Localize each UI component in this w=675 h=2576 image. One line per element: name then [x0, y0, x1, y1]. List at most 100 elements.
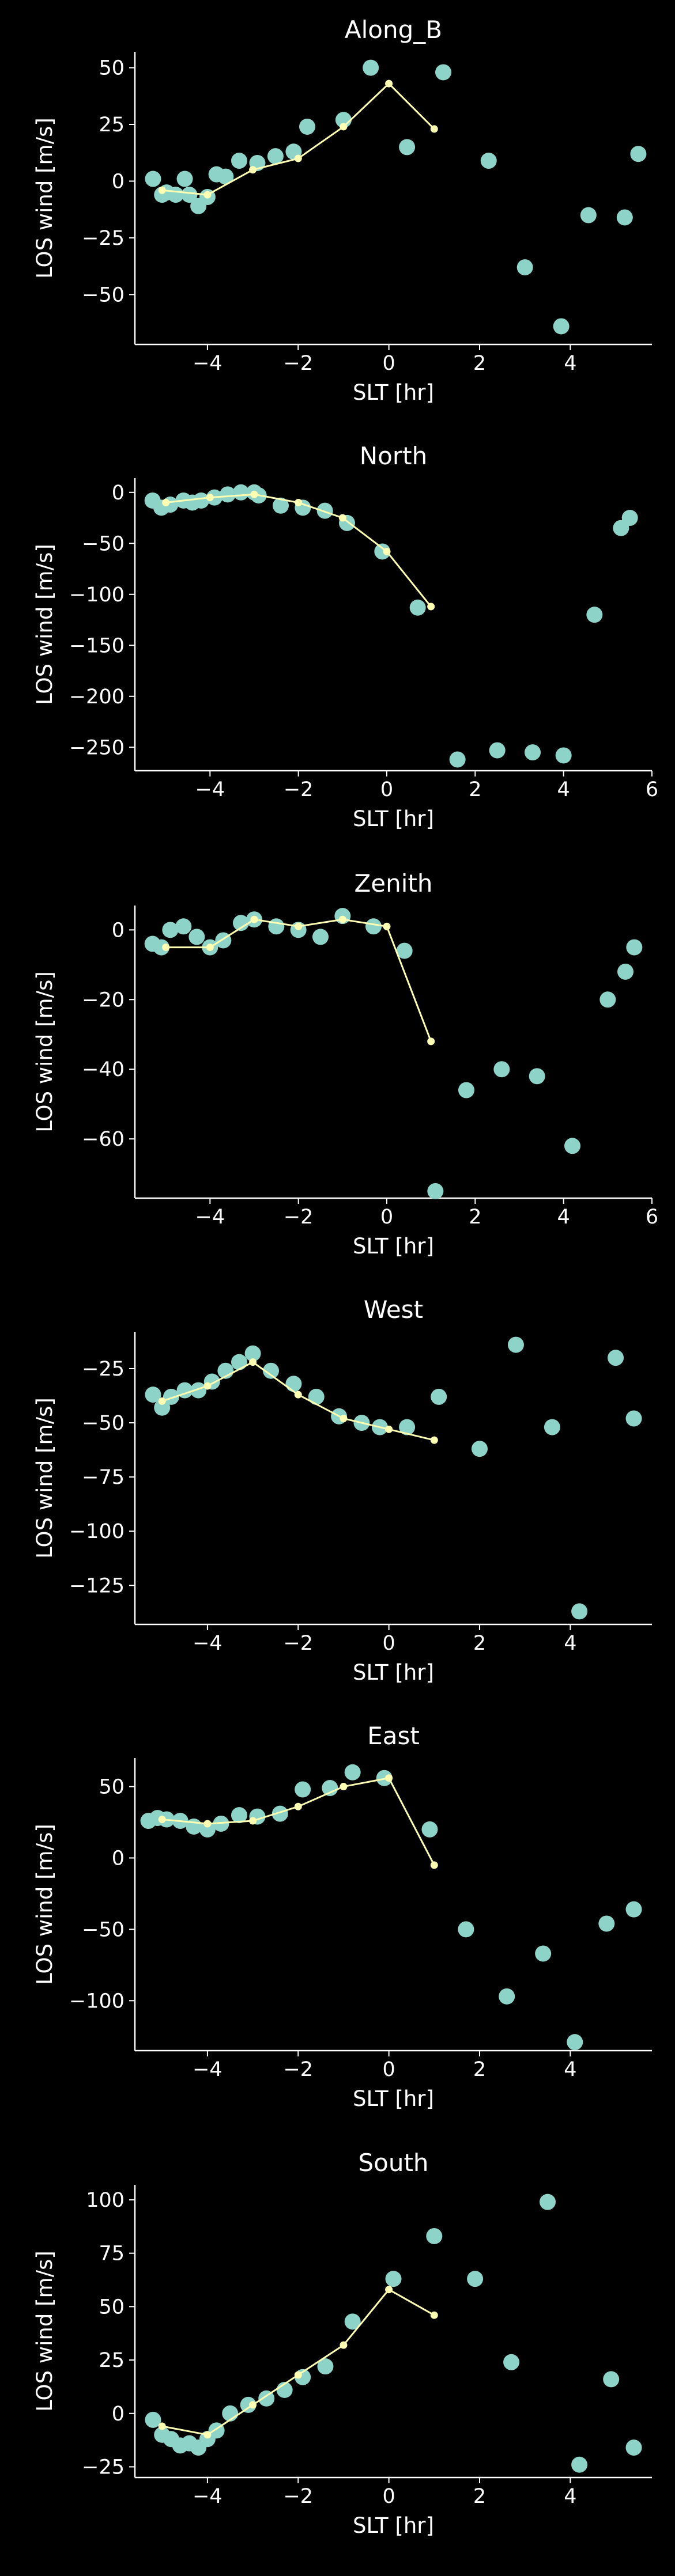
scatter-point	[409, 599, 426, 616]
fit-line-marker	[203, 191, 212, 199]
fit-line-marker	[340, 2341, 348, 2349]
scatter-point	[567, 2034, 583, 2051]
fit-line-marker	[340, 1783, 348, 1791]
y-tick-label: 100	[86, 2189, 125, 2212]
fit-line-marker	[294, 1802, 302, 1810]
fit-line-marker	[295, 498, 303, 506]
y-tick-label: 0	[112, 1847, 125, 1870]
scatter-point	[145, 1387, 161, 1403]
x-tick-label: −4	[193, 2058, 223, 2081]
scatter-point	[626, 939, 643, 956]
y-tick-label: 25	[99, 113, 125, 137]
chart-title: Zenith	[355, 869, 433, 897]
fit-line-marker	[203, 2431, 212, 2439]
y-tick-label: 25	[99, 2349, 125, 2372]
chart-panel-east: −4 −2 0 2 4 −100 −50 0 50 East SLT [hr] LOS wind [m…	[32, 1722, 652, 2111]
scatter-point	[399, 139, 416, 156]
x-tick-label: 4	[564, 352, 576, 375]
scatter-point	[312, 929, 329, 945]
scatter-point	[299, 118, 315, 135]
fit-line-marker	[295, 922, 303, 930]
scatter-point	[258, 2390, 275, 2407]
x-tick-label: −4	[193, 2485, 223, 2508]
y-tick-label: 50	[99, 1776, 125, 1799]
x-tick-label: 0	[382, 1632, 395, 1655]
fit-line-marker	[162, 944, 170, 952]
scatter-point	[553, 318, 570, 335]
fit-line-marker	[294, 1391, 302, 1399]
y-axis-label: LOS wind [m/s]	[32, 971, 57, 1132]
x-axis-label: SLT [hr]	[353, 806, 434, 831]
scatter-point	[467, 2271, 484, 2287]
x-tick-label: −4	[193, 352, 223, 375]
chart-title: East	[367, 1722, 420, 1750]
y-tick-label: −60	[82, 1128, 125, 1151]
y-tick-label: 50	[99, 57, 125, 80]
x-tick-label: 4	[564, 2058, 576, 2081]
x-tick-label: 2	[473, 1632, 486, 1655]
fit-line-marker	[385, 1774, 393, 1782]
scatter-point	[186, 1818, 202, 1835]
x-tick-label: −2	[284, 778, 314, 801]
scatter-point	[630, 146, 647, 162]
y-axis-label: LOS wind [m/s]	[32, 1824, 57, 1985]
scatter-point	[190, 1382, 207, 1399]
scatter-point	[396, 942, 413, 959]
fit-line-marker	[203, 1820, 212, 1828]
scatter-point	[580, 207, 597, 223]
chart-panel-along-b: −4 −2 0 2 4 −50 −25 0 25 50 Along_B SLT [hr] LOS win…	[32, 16, 652, 405]
scatter-point	[344, 2313, 361, 2330]
y-axis-label: LOS wind [m/s]	[32, 1397, 57, 1559]
scatter-point	[426, 2228, 443, 2244]
scatter-point	[493, 1061, 510, 1078]
scatter-point	[308, 1388, 325, 1405]
scatter-point	[555, 747, 572, 764]
fit-line-marker	[158, 186, 166, 194]
scatter-point	[472, 1441, 488, 1457]
scatter-point	[217, 168, 234, 185]
x-tick-label: 2	[473, 2058, 486, 2081]
x-tick-label: 2	[469, 1206, 481, 1229]
scatter-point	[431, 1388, 447, 1405]
scatter-point	[458, 1082, 474, 1098]
x-tick-label: 0	[382, 352, 395, 375]
y-tick-label: 50	[99, 2295, 125, 2319]
scatter-point	[220, 486, 236, 503]
y-axis-label: LOS wind [m/s]	[32, 544, 57, 705]
scatter-point	[175, 918, 192, 935]
x-tick-label: −2	[283, 2058, 313, 2081]
chart-panel-south: −4 −2 0 2 4 −25 0 25 50 75 100 South SLT [hr] LOS win…	[32, 2149, 652, 2538]
x-tick-label: −4	[195, 1206, 225, 1229]
scatter-point	[153, 939, 169, 956]
x-tick-label: 6	[646, 1206, 658, 1229]
scatter-point	[317, 2358, 334, 2375]
x-tick-label: 4	[557, 778, 570, 801]
x-tick-label: −4	[193, 1632, 223, 1655]
scatter-point	[480, 153, 497, 169]
y-tick-label: 0	[112, 919, 125, 942]
scatter-point	[617, 963, 633, 980]
fit-line-marker	[338, 514, 346, 522]
y-tick-label: −50	[82, 283, 125, 306]
scatter-point	[564, 1138, 580, 1154]
scatter-point	[621, 510, 638, 526]
fit-line-marker	[294, 154, 302, 162]
scatter-point	[599, 991, 616, 1008]
scatter-point	[244, 1345, 261, 1362]
y-tick-label: 0	[112, 2403, 125, 2426]
fit-line-marker	[430, 2311, 438, 2319]
scatter-point	[145, 2411, 161, 2428]
scatter-point	[586, 607, 603, 623]
scatter-point	[571, 1603, 588, 1620]
y-tick-label: 0	[112, 170, 125, 193]
scatter-point	[435, 64, 452, 81]
x-tick-label: 4	[564, 1632, 576, 1655]
x-axis-label: SLT [hr]	[353, 1660, 434, 1685]
scatter-point	[516, 259, 533, 276]
x-tick-label: −2	[284, 1206, 314, 1229]
scatter-point	[503, 2354, 520, 2370]
fit-line-marker	[383, 922, 391, 930]
x-tick-label: −2	[283, 2485, 313, 2508]
